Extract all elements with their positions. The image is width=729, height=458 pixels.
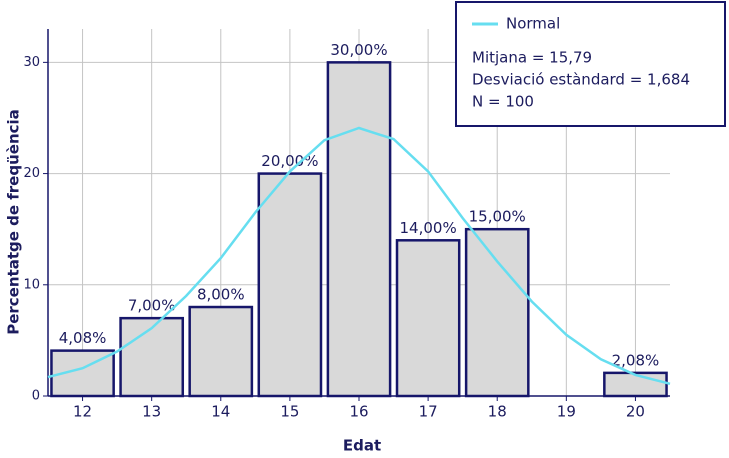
bar	[188, 305, 254, 398]
legend-stat: Desviació estàndard = 1,684	[472, 71, 690, 89]
y-tick-label: 20	[23, 166, 40, 181]
x-tick-label: 16	[349, 403, 368, 421]
bar	[326, 61, 392, 398]
bar	[257, 172, 323, 398]
y-tick-label: 30	[23, 55, 40, 70]
bar	[119, 316, 185, 398]
x-tick-label: 14	[211, 403, 230, 421]
data-label: 20,00%	[261, 152, 318, 170]
x-tick-label: 18	[488, 403, 507, 421]
y-tick-label: 0	[32, 389, 40, 404]
data-label: 7,00%	[128, 297, 176, 315]
bar	[464, 227, 530, 398]
x-tick-label: 20	[626, 403, 645, 421]
data-label: 15,00%	[469, 208, 526, 226]
data-label: 30,00%	[330, 41, 387, 59]
data-label: 4,08%	[59, 329, 107, 347]
x-tick-label: 19	[557, 403, 576, 421]
y-axis-title: Percentatge de freqüència	[5, 109, 23, 335]
x-tick-label: 13	[142, 403, 161, 421]
normal-curve	[47, 126, 671, 386]
data-label: 14,00%	[400, 219, 457, 237]
legend-stat: N = 100	[472, 93, 534, 111]
legend-stat: Mitjana = 15,79	[472, 49, 592, 67]
y-tick-label: 10	[23, 277, 40, 292]
x-axis-title: Edat	[343, 437, 381, 455]
legend-label: Normal	[506, 15, 560, 33]
bar	[603, 371, 668, 398]
data-label: 2,08%	[612, 351, 660, 369]
x-tick-label: 17	[419, 403, 438, 421]
bar	[395, 239, 461, 398]
x-tick-label: 15	[280, 403, 299, 421]
legend-box	[455, 1, 726, 127]
data-label: 8,00%	[197, 286, 245, 304]
x-tick-label: 12	[73, 403, 92, 421]
